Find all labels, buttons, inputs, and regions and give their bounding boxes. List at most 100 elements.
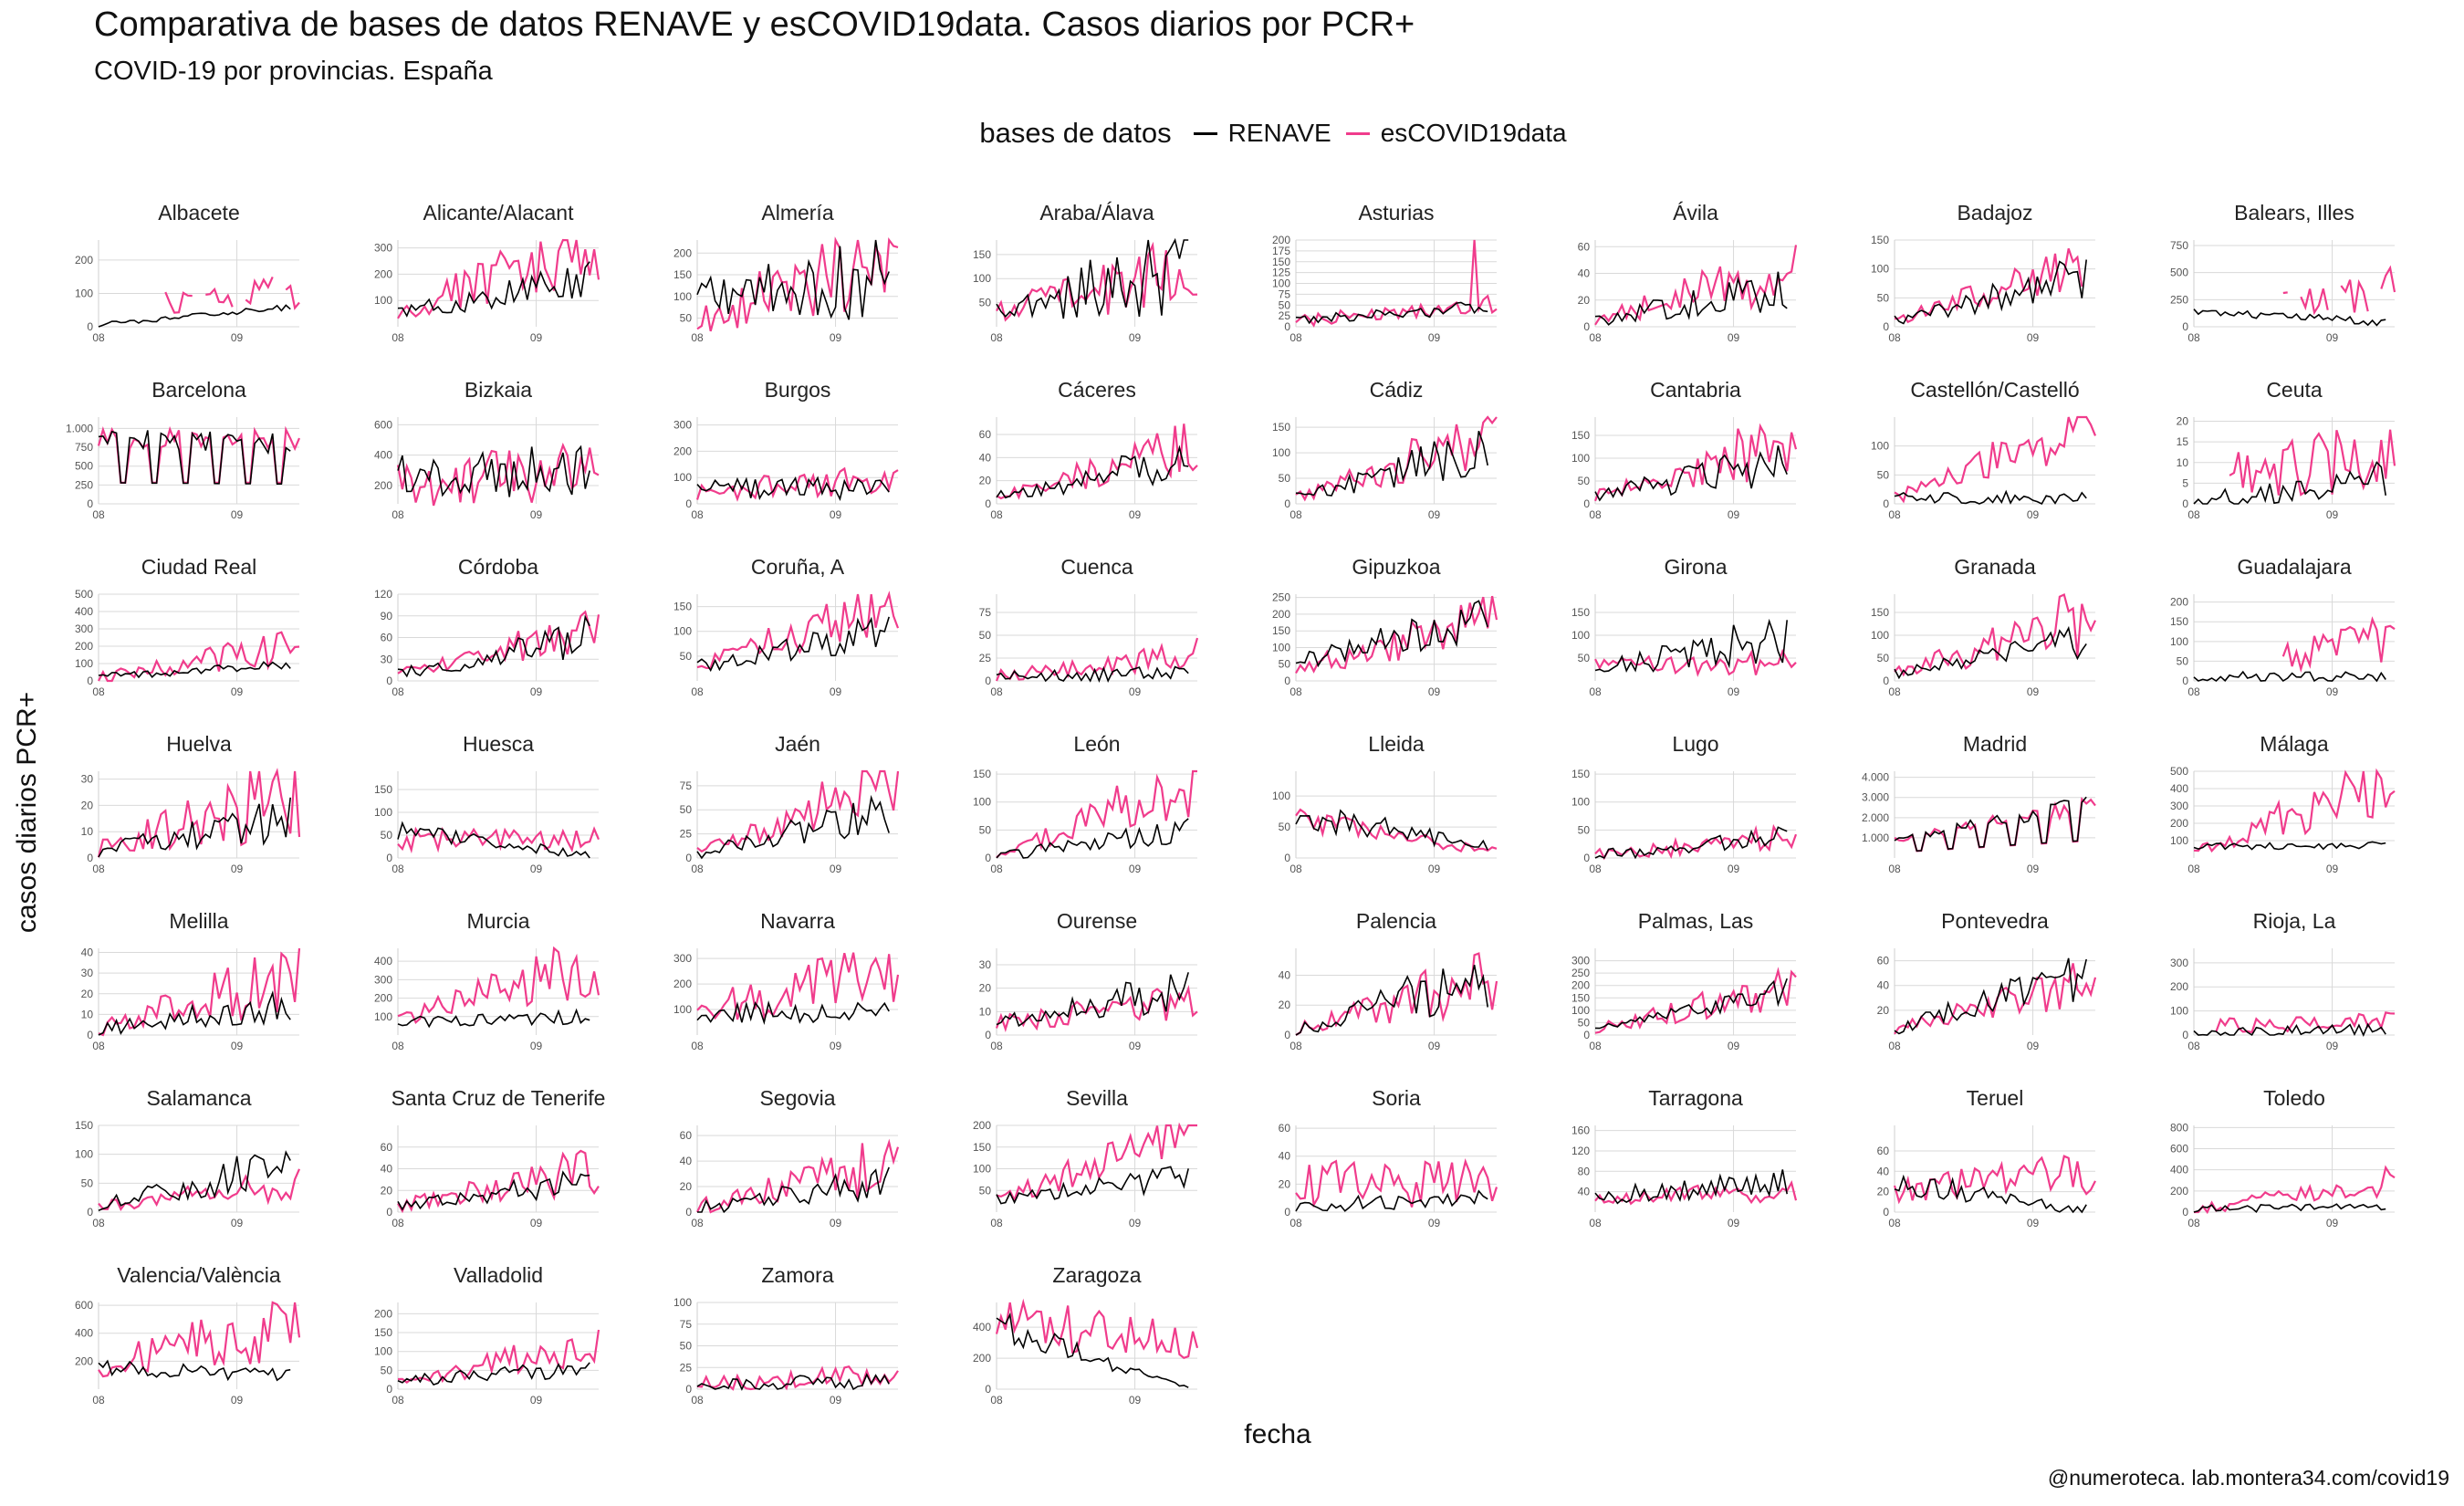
- caption: @numeroteca. lab.montera34.com/covid19: [2047, 1466, 2449, 1490]
- series-line-escovid19data: [1295, 1157, 1498, 1208]
- y-tick-label: 50: [381, 829, 393, 842]
- y-tick-label: 0: [985, 852, 991, 864]
- y-tick-label: 75: [680, 779, 693, 792]
- y-tick-label: 300: [374, 973, 392, 986]
- y-tick-label: 50: [979, 823, 992, 836]
- facet-panel: Balears, Illes 0 250 500 750 08 09: [2170, 201, 2396, 344]
- facet-panel: Araba/Álava 50 100 150 08 09: [973, 201, 1198, 344]
- x-tick-label: 09: [2027, 331, 2040, 344]
- y-tick-label: 20: [680, 1180, 693, 1193]
- x-tick-label: 08: [1888, 331, 1901, 344]
- series-line-renave: [98, 797, 291, 858]
- series-line-escovid19data: [1594, 1179, 1798, 1206]
- y-tick-label: 50: [81, 1177, 94, 1189]
- y-tick-label: 0: [985, 1383, 991, 1396]
- facet-title: Málaga: [2260, 732, 2329, 756]
- y-tick-label: 0: [1583, 497, 1590, 510]
- x-tick-label: 09: [1129, 1394, 1142, 1407]
- x-tick-label: 08: [691, 1394, 704, 1407]
- series-line-renave: [696, 794, 890, 860]
- y-tick-label: 1.000: [1862, 831, 1889, 844]
- series-line-escovid19data: [164, 276, 300, 314]
- facet-title: Zaragoza: [1052, 1263, 1141, 1287]
- y-tick-label: 500: [75, 460, 93, 473]
- y-tick-label: 200: [1272, 608, 1290, 621]
- y-tick-label: 100: [1272, 790, 1290, 802]
- y-tick-label: 300: [374, 242, 392, 255]
- series-line-escovid19data: [996, 424, 1198, 500]
- chart-title: Comparativa de bases de datos RENAVE y e…: [94, 5, 1415, 44]
- x-tick-label: 09: [231, 331, 244, 344]
- facet-title: Cáceres: [1058, 378, 1136, 402]
- x-tick-label: 08: [990, 863, 1003, 875]
- y-tick-label: 100: [374, 806, 392, 819]
- facet-panel: Ciudad Real 0 100 200 300 400 500 08 09: [75, 555, 300, 698]
- y-tick-label: 600: [75, 1299, 93, 1312]
- facet-title: Córdoba: [458, 555, 538, 579]
- y-tick-label: 250: [1571, 967, 1590, 979]
- facet-title: Lleida: [1368, 732, 1425, 756]
- y-tick-label: 25: [1279, 309, 1291, 322]
- series-line-escovid19data: [995, 637, 1199, 682]
- facet-title: Santa Cruz de Tenerife: [392, 1086, 606, 1110]
- x-tick-label: 09: [830, 508, 842, 521]
- x-tick-label: 09: [830, 863, 842, 875]
- y-tick-label: 150: [673, 601, 692, 613]
- x-tick-label: 09: [1728, 685, 1740, 698]
- y-tick-label: 20: [381, 1184, 393, 1197]
- y-tick-label: 200: [2170, 817, 2188, 830]
- y-tick-label: 400: [75, 1327, 93, 1340]
- y-tick-label: 5: [2182, 476, 2188, 489]
- x-tick-label: 08: [392, 1040, 404, 1052]
- x-tick-label: 08: [1289, 863, 1302, 875]
- y-tick-label: 150: [673, 268, 692, 281]
- y-tick-label: 0: [1883, 320, 1889, 333]
- series-line-escovid19data: [696, 236, 899, 332]
- legend-item-renave: RENAVE: [1193, 119, 1331, 148]
- facet-panel: Cádiz 0 50 100 150 08 09: [1272, 378, 1498, 521]
- y-tick-label: 300: [673, 419, 692, 432]
- y-tick-label: 20: [81, 988, 94, 1000]
- y-tick-label: 50: [979, 297, 992, 309]
- y-tick-label: 30: [81, 967, 94, 979]
- facet-title: Balears, Illes: [2234, 201, 2354, 225]
- x-tick-label: 09: [830, 331, 842, 344]
- y-tick-label: 100: [973, 796, 991, 809]
- series-line-escovid19data: [1593, 423, 1798, 502]
- x-tick-label: 08: [1888, 508, 1901, 521]
- y-tick-label: 0: [985, 497, 991, 510]
- legend-label-escovid: esCOVID19data: [1380, 119, 1567, 147]
- y-tick-label: 200: [374, 267, 392, 280]
- y-tick-label: 20: [979, 475, 992, 487]
- y-tick-label: 40: [1578, 1186, 1591, 1198]
- series-line-renave: [1594, 978, 1788, 1030]
- y-tick-label: 400: [374, 955, 392, 967]
- y-tick-label: 40: [381, 1163, 393, 1176]
- facet-panel: Almería 50 100 150 200 08 09: [673, 201, 899, 344]
- series-line-escovid19data: [397, 1329, 600, 1384]
- y-tick-label: 100: [2170, 1005, 2188, 1018]
- y-tick-label: 50: [1279, 821, 1291, 833]
- x-tick-label: 08: [2187, 1040, 2200, 1052]
- y-tick-label: 0: [2182, 675, 2188, 687]
- series-line-renave: [1894, 796, 2087, 852]
- x-tick-label: 09: [830, 1394, 842, 1407]
- y-tick-label: 0: [1883, 497, 1889, 510]
- x-tick-label: 08: [2187, 508, 2200, 521]
- facet-panel: Málaga 100 200 300 400 500 08 09: [2170, 732, 2396, 875]
- y-tick-label: 50: [680, 312, 693, 325]
- y-tick-label: 100: [973, 1163, 991, 1176]
- series-line-escovid19data: [397, 610, 600, 675]
- legend: bases de datos RENAVE esCOVID19data: [0, 117, 2464, 150]
- x-tick-label: 08: [92, 331, 105, 344]
- y-tick-label: 150: [973, 768, 991, 780]
- y-tick-label: 50: [1877, 468, 1890, 481]
- y-tick-label: 60: [680, 1129, 693, 1142]
- facet-panel: Coruña, A 50 100 150 08 09: [673, 555, 900, 698]
- series-line-renave: [1894, 489, 2087, 506]
- series-line-renave: [996, 972, 1189, 1028]
- facet-panel: Lleida 0 50 100 08 09: [1272, 732, 1498, 875]
- y-tick-label: 50: [979, 1184, 992, 1197]
- facet-title: Murcia: [466, 909, 529, 933]
- series-line-escovid19data: [1594, 823, 1798, 861]
